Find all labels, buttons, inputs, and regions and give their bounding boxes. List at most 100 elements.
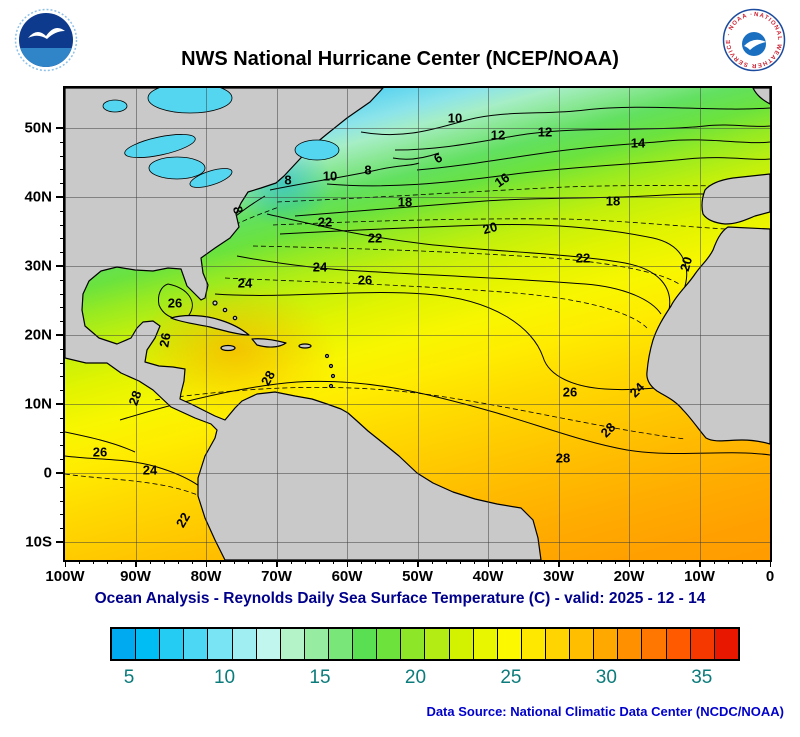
lat-tick-major <box>56 334 63 336</box>
lat-tick-minor <box>60 431 64 433</box>
lake-superior <box>124 134 196 158</box>
lon-axis-label: 40W <box>472 568 504 585</box>
lon-tick-major <box>64 560 66 567</box>
lat-tick-minor <box>60 155 64 157</box>
colorbar-tick-label: 10 <box>213 667 236 688</box>
contour-label: 12 <box>490 127 506 143</box>
map-caption: Ocean Analysis - Reynolds Daily Sea Surf… <box>94 590 706 607</box>
lake-erie-ontario <box>189 168 233 188</box>
colorbar-segment <box>618 629 643 659</box>
grid-line-vertical <box>135 88 137 560</box>
island-antilles <box>328 363 334 369</box>
colorbar-segment <box>642 629 667 659</box>
map-canvas: 10 12 12 14 6 8 10 8 16 18 18 8 22 22 20 22 20 24 24 26 26 26… <box>65 88 770 560</box>
lon-tick-major <box>346 560 348 567</box>
nws-logo-bird-icon <box>744 39 766 50</box>
grid-line-horizontal <box>65 473 770 474</box>
grid-line-vertical <box>629 88 630 560</box>
grid-line-vertical <box>347 88 348 560</box>
lat-tick-minor <box>60 252 64 254</box>
contour-label: 8 <box>364 162 372 178</box>
lat-tick-minor <box>60 445 64 447</box>
lat-tick-minor <box>60 459 64 461</box>
lon-tick-major <box>276 560 278 567</box>
colorbar: 5 10 15 20 25 30 35 <box>110 627 740 688</box>
island-antilles <box>330 373 336 379</box>
lat-tick-major <box>56 403 63 405</box>
isotherm-28c <box>119 380 770 456</box>
lon-tick-minor <box>220 560 222 564</box>
lon-tick-minor <box>530 560 532 564</box>
lon-tick-minor <box>473 560 475 564</box>
lake-winnipeg <box>102 99 128 113</box>
island-bahamas <box>232 315 238 321</box>
lat-axis-label: 10S <box>25 533 52 551</box>
contour-label: 6 <box>431 149 445 167</box>
contour-label: 28 <box>257 367 279 389</box>
lon-tick-minor <box>755 560 757 564</box>
grid-line-horizontal <box>65 335 770 336</box>
lat-tick-major <box>56 541 63 543</box>
lon-tick-minor <box>149 560 151 564</box>
noaa-logo-sea <box>20 48 72 68</box>
lat-tick-minor <box>60 183 64 185</box>
lat-tick-minor <box>60 141 64 143</box>
island-antilles <box>328 383 334 389</box>
grid-line-vertical <box>276 88 278 560</box>
isotherm-6c <box>392 152 440 160</box>
colorbar-segment <box>136 629 161 659</box>
contour-label: 28 <box>125 388 145 408</box>
land-british-isles <box>752 88 770 105</box>
colorbar-segments <box>110 627 740 661</box>
lat-axis-label: 30N <box>24 257 52 275</box>
colorbar-segment <box>377 629 402 659</box>
lon-tick-minor <box>389 560 391 564</box>
lat-tick-major <box>56 265 63 267</box>
contour-label: 26 <box>357 272 373 288</box>
colorbar-segment <box>401 629 426 659</box>
contour-label: 18 <box>605 193 621 209</box>
isotherm-dashed <box>252 245 680 285</box>
lat-tick-minor <box>60 362 64 364</box>
lat-tick-minor <box>60 417 64 419</box>
lon-tick-minor <box>643 560 645 564</box>
lon-tick-minor <box>459 560 461 564</box>
contour-label: 28 <box>597 419 619 441</box>
lat-tick-minor <box>60 348 64 350</box>
lat-axis-label: 50N <box>24 119 52 137</box>
lon-axis-label: 90W <box>120 568 151 585</box>
lon-axis-label: 70W <box>261 568 292 585</box>
lon-tick-minor <box>600 560 602 564</box>
data-source-credit: Data Source: National Climatic Data Cent… <box>426 704 784 719</box>
colorbar-segment <box>594 629 619 659</box>
lon-tick-minor <box>741 560 743 564</box>
lon-tick-minor <box>727 560 729 564</box>
lat-tick-minor <box>60 514 64 516</box>
contour-label: 10 <box>322 168 338 184</box>
lon-tick-major <box>135 560 137 567</box>
lat-tick-minor <box>60 169 64 171</box>
lat-tick-major <box>56 472 63 474</box>
colorbar-segment <box>690 629 715 659</box>
colorbar-tick-label: 30 <box>595 667 617 688</box>
colorbar-tick-label: 20 <box>404 667 427 688</box>
grid-line-vertical <box>558 88 560 560</box>
isotherm-dashed <box>154 386 686 440</box>
lat-tick-minor <box>60 238 64 240</box>
colorbar-segment <box>328 629 354 659</box>
contour-label: 22 <box>367 230 383 246</box>
lon-tick-major <box>417 560 419 567</box>
nws-logo: NATIONAL WEATHER SERVICE · NOAA · <box>722 8 786 72</box>
latlon-grid <box>65 88 770 560</box>
grid-line-horizontal <box>65 542 770 543</box>
colorbar-tick-label: 5 <box>123 667 135 688</box>
contour-label: 22 <box>172 509 194 531</box>
lon-tick-minor <box>332 560 334 564</box>
colorbar-tick-label: 15 <box>309 667 331 688</box>
colorbar-segment <box>184 629 209 659</box>
grid-line-vertical <box>417 88 419 560</box>
lat-axis-label: 40N <box>24 188 52 206</box>
isotherm-16c <box>326 157 770 187</box>
colorbar-segment <box>449 629 474 659</box>
